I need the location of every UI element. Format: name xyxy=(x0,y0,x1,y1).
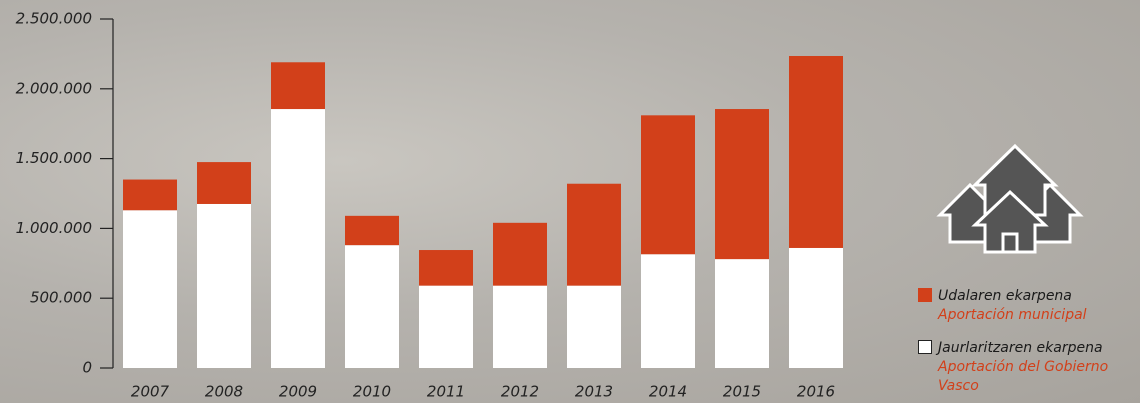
y-tick-label: 0 xyxy=(82,359,92,377)
bar-segment xyxy=(493,223,547,286)
legend-label: Jaurlaritzaren ekarpena xyxy=(938,339,1138,358)
bar-segment xyxy=(789,56,843,248)
y-tick-label: 2.000.000 xyxy=(16,79,92,97)
bar-segment xyxy=(419,286,473,368)
bar-segment xyxy=(345,216,399,245)
bar-segment xyxy=(271,62,325,109)
bar-segment xyxy=(197,162,251,204)
legend-label: Udalaren ekarpena xyxy=(938,287,1138,306)
y-tick-label: 500.000 xyxy=(30,289,92,307)
x-tick-label: 2015 xyxy=(723,383,761,401)
bar-segment xyxy=(789,248,843,368)
bar-segment xyxy=(641,115,695,254)
houses-icon xyxy=(940,146,1080,252)
legend-swatch xyxy=(918,288,932,302)
x-tick-label: 2009 xyxy=(279,383,317,401)
x-tick-label: 2011 xyxy=(427,383,465,401)
legend-translation: Aportación del Gobierno Vasco xyxy=(938,358,1133,396)
y-tick-label: 2.500.000 xyxy=(16,10,92,28)
x-tick-label: 2012 xyxy=(501,383,539,401)
bar-segment xyxy=(345,245,399,368)
bar-segment xyxy=(567,184,621,286)
x-tick-label: 2010 xyxy=(353,383,391,401)
chart: 0 500.000 1.000.000 1.500.000 2.000.000 2.500… xyxy=(0,0,1140,403)
bar-segment xyxy=(715,109,769,259)
bar-segment xyxy=(567,286,621,368)
bar-segment xyxy=(271,109,325,368)
bar-segment xyxy=(493,286,547,368)
bar-segment xyxy=(197,204,251,368)
x-tick-label: 2013 xyxy=(575,383,613,401)
y-tick-label: 1.000.000 xyxy=(16,219,92,237)
bar-segment xyxy=(715,259,769,368)
legend-entry: Udalaren ekarpena Aportación municipal xyxy=(938,287,1138,325)
bar-segment xyxy=(123,210,177,368)
x-tick-label: 2014 xyxy=(649,383,687,401)
legend-swatch xyxy=(918,340,932,354)
x-tick-label: 2008 xyxy=(205,383,243,401)
y-tick-label: 1.500.000 xyxy=(16,149,92,167)
x-tick-label: 2007 xyxy=(131,383,170,401)
x-tick-label: 2016 xyxy=(797,383,835,401)
bar-segment xyxy=(419,250,473,286)
legend-translation: Aportación municipal xyxy=(938,306,1138,325)
bar-segment xyxy=(123,180,177,211)
bar-segment xyxy=(641,254,695,368)
legend-entry: Jaurlaritzaren ekarpena Aportación del G… xyxy=(938,339,1138,396)
